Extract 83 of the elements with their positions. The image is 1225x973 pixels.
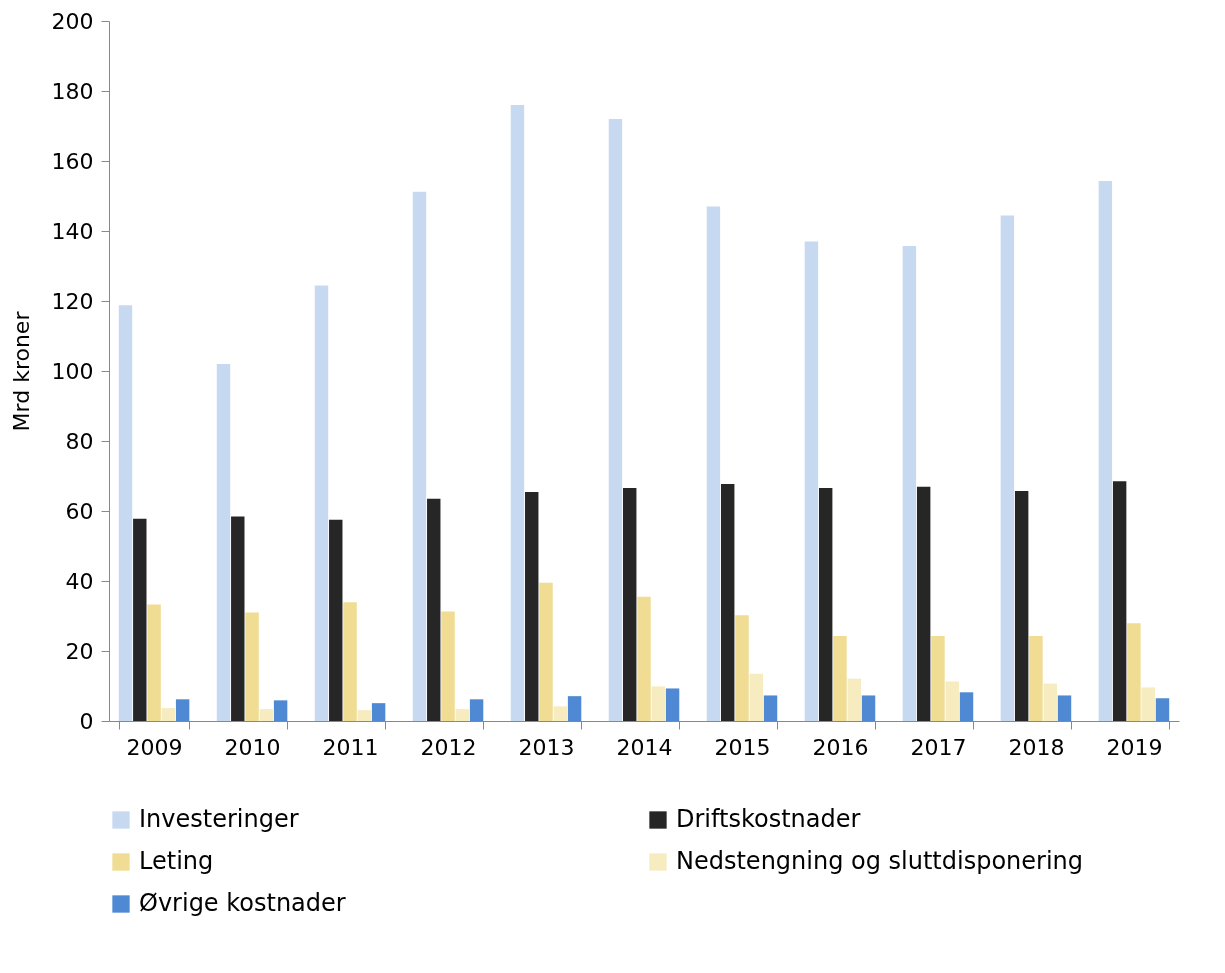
x-tick-label: 2015 xyxy=(714,734,771,760)
bar xyxy=(818,487,833,721)
x-tick-label: 2010 xyxy=(224,734,281,760)
bar xyxy=(133,518,147,721)
bar xyxy=(1098,180,1113,721)
bar xyxy=(1127,623,1141,721)
bar xyxy=(231,516,245,721)
bar xyxy=(720,484,735,721)
bar xyxy=(735,615,749,721)
bar xyxy=(161,708,176,721)
bar xyxy=(539,582,553,721)
x-tick-label: 2016 xyxy=(812,734,869,760)
bar xyxy=(1014,491,1029,721)
bar xyxy=(175,699,190,721)
x-tick-label: 2009 xyxy=(126,734,183,760)
bar xyxy=(469,699,484,721)
bar xyxy=(427,498,441,721)
x-tick-label: 2013 xyxy=(518,734,575,760)
bar xyxy=(651,686,665,721)
bar xyxy=(553,706,568,721)
bar xyxy=(525,492,539,721)
x-tick-label: 2011 xyxy=(322,734,379,760)
y-tick-label: 100 xyxy=(51,358,94,384)
bar xyxy=(510,105,525,721)
x-tick-label: 2018 xyxy=(1008,734,1065,760)
bar xyxy=(665,688,680,721)
bar xyxy=(931,635,945,721)
legend-label: Øvrige kostnader xyxy=(139,889,346,917)
bar xyxy=(371,703,386,721)
bar xyxy=(441,611,455,721)
bar xyxy=(245,612,259,721)
bar xyxy=(833,635,847,721)
y-tick-label: 60 xyxy=(65,498,94,524)
y-tick-label: 80 xyxy=(65,428,94,454)
bar xyxy=(902,246,917,721)
bar xyxy=(357,710,372,721)
legend-label: Leting xyxy=(139,847,214,875)
bar xyxy=(1029,635,1043,721)
bar xyxy=(608,119,623,721)
y-tick-label: 0 xyxy=(79,708,94,734)
y-axis-title: Mrd kroner xyxy=(8,310,34,432)
bar xyxy=(273,700,288,721)
bar xyxy=(329,519,343,721)
x-tick-label: 2017 xyxy=(910,734,967,760)
y-tick-label: 200 xyxy=(51,8,94,34)
bar xyxy=(637,596,651,721)
bar xyxy=(804,241,819,721)
bar xyxy=(945,681,959,721)
bar xyxy=(706,206,721,721)
bar xyxy=(1000,215,1015,721)
y-tick-label: 20 xyxy=(65,638,94,664)
bar xyxy=(1141,687,1155,721)
legend-label: Nedstengning og sluttdisponering xyxy=(676,847,1084,875)
bar xyxy=(1043,683,1057,721)
bar xyxy=(147,604,161,721)
bar xyxy=(412,191,427,721)
legend-label: Driftskostnader xyxy=(676,805,861,833)
bar xyxy=(314,285,329,721)
bar xyxy=(847,678,861,721)
x-tick-label: 2019 xyxy=(1106,734,1163,760)
bar xyxy=(861,695,876,721)
x-tick-label: 2012 xyxy=(420,734,477,760)
bar xyxy=(959,692,974,721)
bar xyxy=(455,709,470,721)
x-tick-label: 2014 xyxy=(616,734,673,760)
bar xyxy=(259,709,274,721)
y-tick-label: 140 xyxy=(51,218,94,244)
bar xyxy=(1057,695,1072,721)
bar xyxy=(916,486,931,721)
bar xyxy=(623,487,637,721)
bar xyxy=(567,696,582,721)
y-tick-label: 120 xyxy=(51,288,94,314)
bar xyxy=(1155,698,1170,721)
bar xyxy=(749,673,763,721)
y-tick-label: 40 xyxy=(65,568,94,594)
y-tick-label: 160 xyxy=(51,148,94,174)
bar xyxy=(118,305,133,721)
bar xyxy=(763,695,778,721)
legend-label: Investeringer xyxy=(139,805,299,833)
bar xyxy=(1112,481,1127,721)
y-tick-label: 180 xyxy=(51,78,94,104)
bar xyxy=(343,602,357,721)
bar xyxy=(216,364,231,721)
